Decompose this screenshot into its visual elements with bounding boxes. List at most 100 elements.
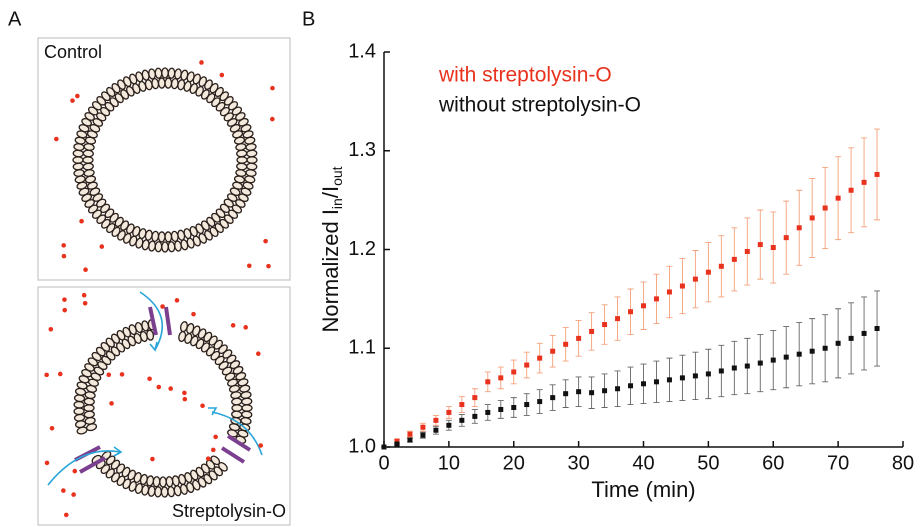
point xyxy=(615,386,621,392)
point xyxy=(848,187,854,193)
point xyxy=(472,395,478,401)
lipid xyxy=(236,149,248,158)
dot xyxy=(44,460,50,466)
x-axis-label: Time (min) xyxy=(591,477,695,502)
dot xyxy=(79,218,84,224)
lipid xyxy=(167,485,176,498)
point xyxy=(511,405,517,410)
point xyxy=(459,417,465,423)
point xyxy=(576,389,582,395)
point xyxy=(407,437,413,443)
lipid xyxy=(246,162,258,171)
lipid xyxy=(72,156,84,164)
lipid xyxy=(73,394,86,403)
point xyxy=(835,195,841,201)
point xyxy=(589,390,595,396)
dot xyxy=(62,297,67,302)
dot xyxy=(71,492,76,497)
point xyxy=(692,276,698,282)
lipid xyxy=(82,149,94,158)
y-tick-label: 1.1 xyxy=(348,337,376,359)
x-tick-label: 50 xyxy=(697,452,719,474)
lipid xyxy=(73,407,85,416)
lipid xyxy=(231,397,243,406)
dot xyxy=(61,488,66,493)
point xyxy=(666,377,672,383)
dot xyxy=(219,72,225,78)
dot xyxy=(54,136,59,142)
point xyxy=(809,215,815,221)
point xyxy=(420,424,426,430)
point xyxy=(472,413,478,419)
dot xyxy=(258,443,264,448)
y-tick-label: 1.0 xyxy=(348,435,376,457)
x-tick-label: 80 xyxy=(892,452,914,474)
lipid xyxy=(167,67,176,79)
point xyxy=(731,365,737,371)
lipid xyxy=(73,413,86,422)
lipid xyxy=(159,476,167,488)
point xyxy=(679,375,685,381)
point xyxy=(433,427,439,433)
point xyxy=(744,248,750,254)
dot xyxy=(99,244,105,249)
dot xyxy=(57,371,63,377)
dot xyxy=(160,304,165,309)
dot xyxy=(182,396,188,402)
control-box xyxy=(37,37,291,281)
x-tick-label: 70 xyxy=(827,452,849,474)
point xyxy=(666,289,672,295)
lipid xyxy=(82,156,94,164)
panel-label: B xyxy=(302,8,315,30)
point xyxy=(628,309,634,315)
point xyxy=(809,348,815,354)
dot xyxy=(82,301,88,306)
x-tick-label: 40 xyxy=(632,452,654,474)
point xyxy=(692,373,698,379)
point xyxy=(615,316,621,322)
lipid xyxy=(246,156,258,164)
point xyxy=(744,363,750,369)
point xyxy=(589,328,595,334)
point xyxy=(757,360,763,366)
point xyxy=(498,375,504,381)
lipid xyxy=(157,77,166,89)
x-tick-label: 0 xyxy=(378,452,389,474)
point xyxy=(731,256,737,262)
dot xyxy=(49,425,55,431)
dot xyxy=(191,311,196,317)
point xyxy=(433,417,439,423)
slo-box xyxy=(37,286,291,526)
point xyxy=(679,283,685,289)
dot xyxy=(44,372,49,378)
dot xyxy=(243,325,248,330)
lipid xyxy=(73,400,85,409)
point xyxy=(511,369,517,375)
point xyxy=(783,354,789,360)
point xyxy=(653,296,659,302)
dot xyxy=(263,238,268,244)
point xyxy=(757,242,763,248)
point xyxy=(861,179,867,185)
dot xyxy=(174,298,180,303)
lipid xyxy=(236,162,248,171)
point xyxy=(822,345,828,351)
lipid xyxy=(83,397,95,406)
x-tick-label: 30 xyxy=(568,452,590,474)
dot xyxy=(168,386,173,391)
point xyxy=(459,402,465,408)
point xyxy=(874,326,880,331)
dot xyxy=(266,263,271,269)
lipid xyxy=(146,329,155,341)
lipid xyxy=(170,230,179,243)
point xyxy=(628,383,634,389)
y-tick-label: 1.3 xyxy=(348,139,376,161)
point xyxy=(653,379,659,385)
point xyxy=(550,395,556,401)
lipid xyxy=(167,241,176,253)
point xyxy=(641,381,646,387)
arrows xyxy=(47,291,263,486)
y-label-part: out xyxy=(329,166,345,186)
dot xyxy=(119,372,125,377)
